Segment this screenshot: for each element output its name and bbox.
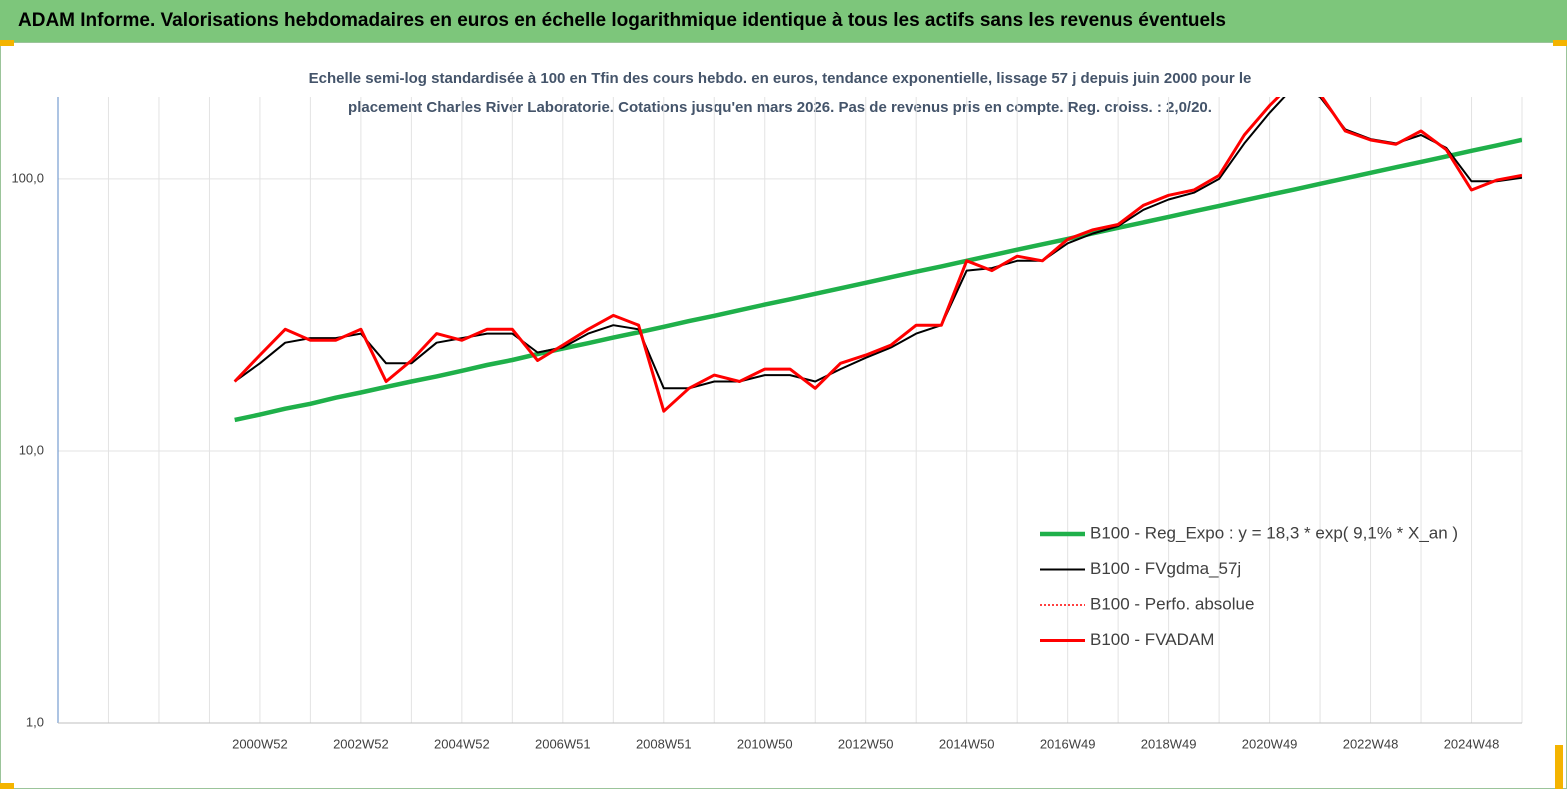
frame xyxy=(0,42,1567,789)
banner xyxy=(0,0,1567,42)
series-line xyxy=(234,97,1522,390)
x-tick-label: 2022W48 xyxy=(1343,736,1399,751)
corner xyxy=(1553,40,1567,46)
x-tick-label: 2006W51 xyxy=(535,736,591,751)
x-tick-label: 2000W52 xyxy=(232,736,288,751)
legend-label: B100 - Reg_Expo : y = 18,3 * exp( 9,1% *… xyxy=(1090,523,1458,542)
subtitle: Echelle semi-log standardisée à 100 en T… xyxy=(309,70,1252,87)
corner xyxy=(1555,745,1563,789)
x-tick-label: 2012W50 xyxy=(838,736,894,751)
corner xyxy=(0,783,14,789)
x-tick-label: 2020W49 xyxy=(1242,736,1298,751)
y-tick-label: 100,0 xyxy=(11,170,44,185)
corner xyxy=(0,40,14,46)
legend-label: B100 - Perfo. absolue xyxy=(1090,594,1254,613)
legend-label: B100 - FVADAM xyxy=(1090,630,1214,649)
x-tick-label: 2018W49 xyxy=(1141,736,1197,751)
series-line xyxy=(234,97,1522,412)
y-tick-label: 10,0 xyxy=(19,442,44,457)
x-tick-label: 2002W52 xyxy=(333,736,389,751)
x-tick-label: 2010W50 xyxy=(737,736,793,751)
chart-title: ADAM Informe. Valorisations hebdomadaire… xyxy=(18,10,1226,31)
x-tick-label: 2024W48 xyxy=(1444,736,1500,751)
x-tick-label: 2004W52 xyxy=(434,736,490,751)
y-tick-label: 1,0 xyxy=(26,714,44,729)
series-line xyxy=(234,137,1522,423)
x-tick-label: 2016W49 xyxy=(1040,736,1096,751)
legend-label: B100 - FVgdma_57j xyxy=(1090,559,1241,578)
x-tick-label: 2008W51 xyxy=(636,736,692,751)
series-line xyxy=(233,97,1522,413)
subtitle: placement Charles River Laboratorie. Cot… xyxy=(348,99,1212,116)
x-tick-label: 2014W50 xyxy=(939,736,995,751)
